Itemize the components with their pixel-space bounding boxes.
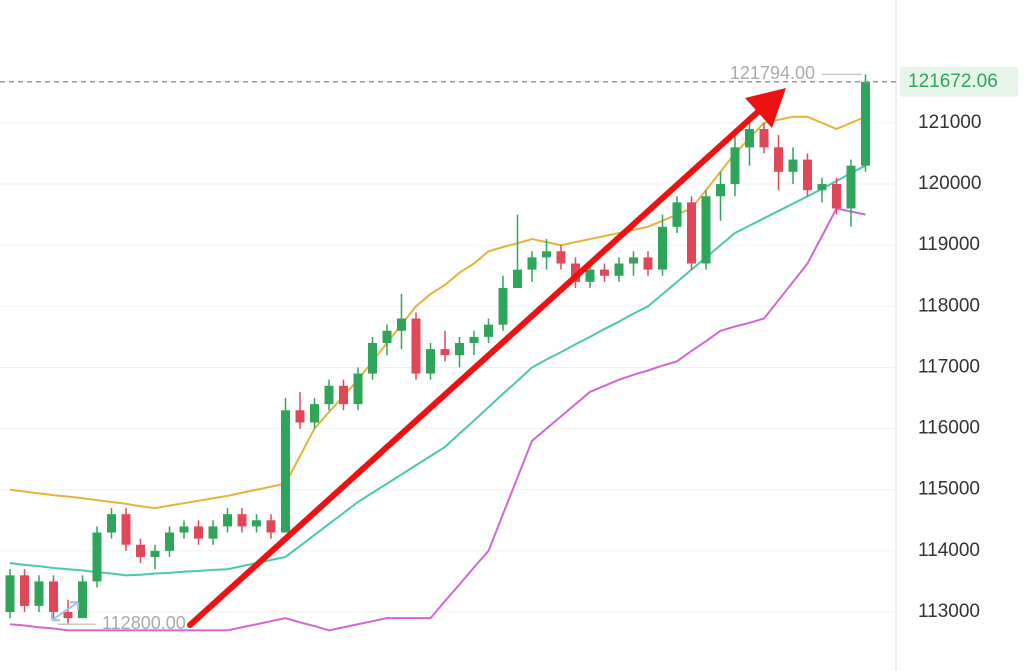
y-tick-label: 115000 bbox=[918, 479, 980, 500]
candle-body bbox=[266, 520, 276, 533]
candle-body bbox=[63, 612, 73, 619]
candle-body bbox=[484, 324, 493, 337]
candle-body bbox=[658, 226, 667, 270]
candle-body bbox=[556, 251, 566, 264]
last-price-label: 121672.06 bbox=[908, 71, 998, 92]
candle-body bbox=[339, 385, 348, 405]
candle-body bbox=[252, 520, 261, 527]
candle-body bbox=[397, 318, 406, 331]
y-tick-label: 117000 bbox=[918, 356, 980, 377]
candle-body bbox=[745, 129, 754, 148]
y-tick-label: 113000 bbox=[918, 601, 980, 622]
candle-body bbox=[310, 404, 319, 423]
low-marker-label: 112800.00 bbox=[102, 613, 186, 633]
high-marker-label: 121794.00 bbox=[730, 63, 815, 83]
candle-body bbox=[469, 336, 479, 343]
candle-body bbox=[774, 147, 783, 172]
trend-arrow-head bbox=[745, 88, 786, 128]
candle-body bbox=[382, 330, 392, 343]
y-tick-label: 121000 bbox=[918, 112, 981, 133]
candle-body bbox=[832, 184, 841, 209]
candle-body bbox=[788, 159, 798, 172]
band-line bbox=[9, 115, 866, 510]
candle-body bbox=[107, 514, 116, 533]
candle-body bbox=[295, 410, 305, 423]
candle-body bbox=[498, 287, 508, 325]
candle-body bbox=[237, 514, 247, 527]
y-tick-label: 120000 bbox=[918, 173, 981, 194]
candle-body bbox=[672, 202, 682, 227]
candle-body bbox=[411, 318, 421, 374]
candle-body bbox=[542, 251, 551, 258]
candle-body bbox=[20, 575, 29, 606]
candle-body bbox=[600, 269, 609, 276]
candle-body bbox=[121, 514, 131, 545]
candle-body bbox=[368, 342, 377, 374]
candle-body bbox=[165, 532, 174, 551]
band-line bbox=[9, 207, 866, 632]
candle-body bbox=[527, 257, 537, 270]
candle-body bbox=[701, 196, 711, 264]
candle-body bbox=[440, 349, 450, 356]
candle-body bbox=[759, 129, 769, 148]
candle-body bbox=[208, 526, 218, 539]
candle-body bbox=[513, 269, 522, 288]
y-tick-label: 114000 bbox=[918, 540, 980, 561]
band-line bbox=[9, 164, 866, 577]
candle-body bbox=[5, 575, 15, 613]
candle-body bbox=[716, 184, 725, 197]
y-tick-label: 116000 bbox=[918, 418, 980, 439]
candle-body bbox=[49, 581, 58, 613]
candle-body bbox=[223, 514, 232, 527]
candle-body bbox=[426, 349, 435, 374]
y-tick-label: 118000 bbox=[918, 295, 980, 316]
candle-body bbox=[643, 257, 653, 270]
y-tick-label: 119000 bbox=[918, 234, 980, 255]
candle-body bbox=[585, 269, 595, 282]
last-price-tag bbox=[900, 66, 1018, 97]
candle-body bbox=[34, 581, 44, 606]
candle-body bbox=[78, 581, 87, 619]
candle-body bbox=[179, 526, 189, 533]
candle-body bbox=[194, 526, 203, 539]
candle-body bbox=[281, 410, 290, 533]
candle-body bbox=[92, 532, 102, 582]
candle-body bbox=[150, 550, 160, 557]
candle-body bbox=[629, 257, 638, 264]
candle-body bbox=[730, 147, 740, 185]
candle-body bbox=[817, 184, 827, 191]
candle-body bbox=[136, 544, 145, 557]
candle-body bbox=[846, 165, 856, 209]
candle-body bbox=[455, 342, 464, 356]
candle-body bbox=[324, 385, 334, 405]
low-marker-icon bbox=[51, 601, 79, 622]
candle-body bbox=[353, 373, 363, 405]
candle-body bbox=[861, 81, 870, 166]
trend-arrow bbox=[187, 107, 763, 628]
candle-body bbox=[803, 159, 812, 191]
candle-body bbox=[687, 202, 696, 264]
candle-body bbox=[614, 263, 624, 276]
